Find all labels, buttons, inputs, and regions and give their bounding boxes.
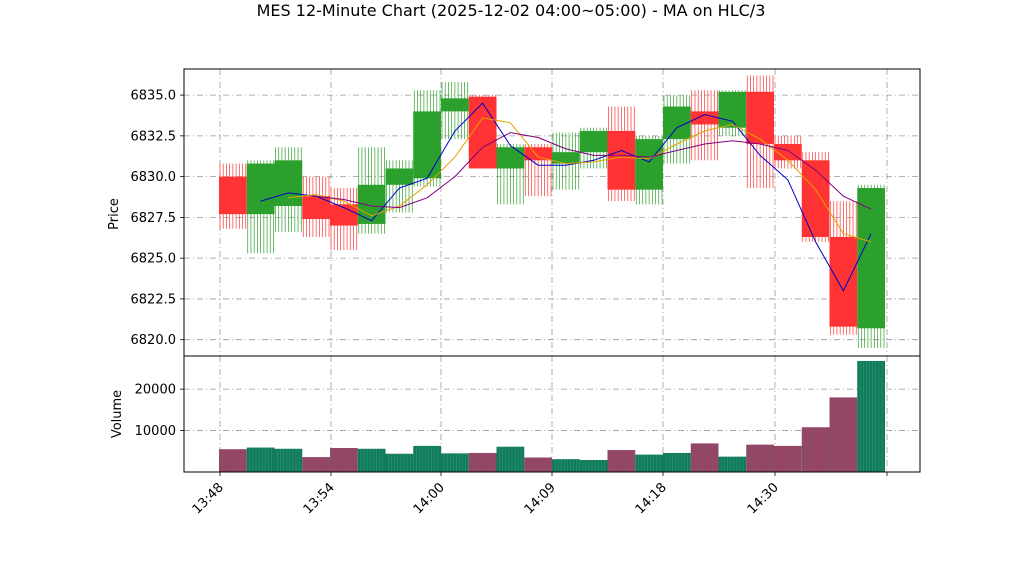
candle-body: [718, 91, 747, 128]
price-tick-label: 6830.0: [131, 170, 177, 185]
volume-bar: [746, 444, 774, 472]
volume-bar: [635, 454, 663, 472]
candle: [496, 144, 525, 205]
candle: [330, 188, 358, 251]
price-tick-label: 6820.0: [131, 333, 177, 348]
candle: [552, 132, 580, 190]
candle-body: [302, 196, 330, 220]
price-panel: 6820.0 6822.5 6825.0 6827.5 6830.0 6832.5 6835…: [107, 68, 921, 357]
volume-bar: [552, 459, 580, 472]
volume-tick-label: 10000: [135, 424, 176, 439]
candle: [302, 176, 330, 237]
price-tick-label: 6835.0: [131, 89, 177, 104]
candle: [468, 95, 497, 169]
candle-body: [635, 139, 663, 190]
ma-line-ma_slow: [316, 132, 872, 210]
volume-bar: [302, 457, 330, 472]
volume-y-ticks: 10000 20000: [135, 383, 184, 439]
volume-axis-label: Volume: [110, 390, 125, 438]
candle: [635, 135, 663, 205]
price-axis-label: Price: [107, 198, 122, 230]
candles: [219, 75, 885, 348]
ma-line-ma_fast: [260, 102, 872, 292]
candle-body: [219, 176, 247, 215]
volume-bar: [468, 452, 497, 472]
volume-bar: [274, 448, 303, 472]
candle-body: [579, 130, 608, 153]
candle-body: [663, 106, 691, 140]
candle: [746, 75, 774, 189]
volume-bar: [663, 452, 691, 472]
price-tick-label: 6827.5: [131, 211, 177, 226]
candle-body: [385, 168, 414, 185]
ma-line-ma_mid: [288, 117, 872, 243]
candle-body: [246, 163, 275, 215]
candle-body: [774, 144, 802, 161]
volume-bar: [441, 453, 469, 472]
x-tick-label: 14:30: [745, 480, 782, 517]
x-tick-label: 14:09: [522, 480, 559, 517]
volume-bar: [385, 453, 414, 472]
volume-bar: [774, 445, 802, 472]
candle: [524, 144, 552, 197]
x-tick-label: 13:54: [301, 480, 338, 517]
volume-bar: [718, 456, 747, 472]
volume-bar: [246, 447, 275, 472]
candle: [857, 184, 885, 348]
candle: [774, 135, 802, 169]
candle: [219, 163, 247, 229]
candle-body: [524, 147, 552, 161]
candle: [441, 82, 469, 140]
moving-average-lines: [260, 102, 872, 292]
x-tick-label: 14:00: [411, 480, 448, 517]
volume-bar: [357, 448, 386, 472]
volume-bar: [829, 397, 858, 472]
x-axis-ticks: 13:48 13:54 14:00 14:09 14:18 14:30: [190, 472, 888, 517]
candle: [801, 152, 830, 242]
volume-bar: [496, 446, 525, 472]
candle: [607, 106, 636, 202]
volume-bar: [801, 427, 830, 472]
volume-bar: [579, 459, 608, 472]
candle-body: [330, 204, 358, 226]
volume-bars: [219, 360, 885, 472]
volume-bar: [413, 445, 441, 472]
candle-body: [801, 160, 830, 237]
price-y-ticks: 6820.0 6822.5 6825.0 6827.5 6830.0 6832.5 6835…: [131, 89, 184, 348]
candle: [579, 127, 608, 169]
candle-body: [496, 147, 525, 169]
volume-bar: [524, 457, 552, 472]
x-tick-label: 13:48: [190, 480, 227, 517]
candle: [246, 160, 275, 254]
candle-body: [274, 160, 303, 206]
volume-bar: [330, 447, 358, 472]
chart-title: MES 12-Minute Chart (2025-12-02 04:00~05…: [257, 1, 766, 20]
price-tick-label: 6825.0: [131, 252, 177, 267]
candle-body: [552, 152, 580, 164]
volume-bar: [690, 443, 719, 472]
volume-tick-label: 20000: [135, 383, 176, 398]
price-tick-label: 6832.5: [131, 129, 177, 144]
x-tick-label: 14:18: [633, 480, 670, 517]
candle-body: [829, 236, 858, 327]
candle: [690, 90, 719, 161]
candle-body: [746, 91, 774, 145]
candle-body: [441, 98, 469, 112]
volume-panel: 10000 20000 Volume: [110, 355, 921, 473]
price-tick-label: 6822.5: [131, 292, 177, 307]
candle: [413, 90, 441, 187]
volume-bar: [857, 360, 885, 472]
candle-body: [357, 184, 386, 224]
candle-body: [413, 111, 441, 179]
candle: [357, 147, 386, 234]
candle: [274, 147, 303, 233]
volume-bar: [219, 449, 247, 472]
candle: [829, 201, 858, 335]
volume-bar: [607, 450, 636, 472]
candle-body: [857, 188, 885, 329]
candle-body: [690, 111, 719, 125]
candle-body: [607, 130, 636, 190]
